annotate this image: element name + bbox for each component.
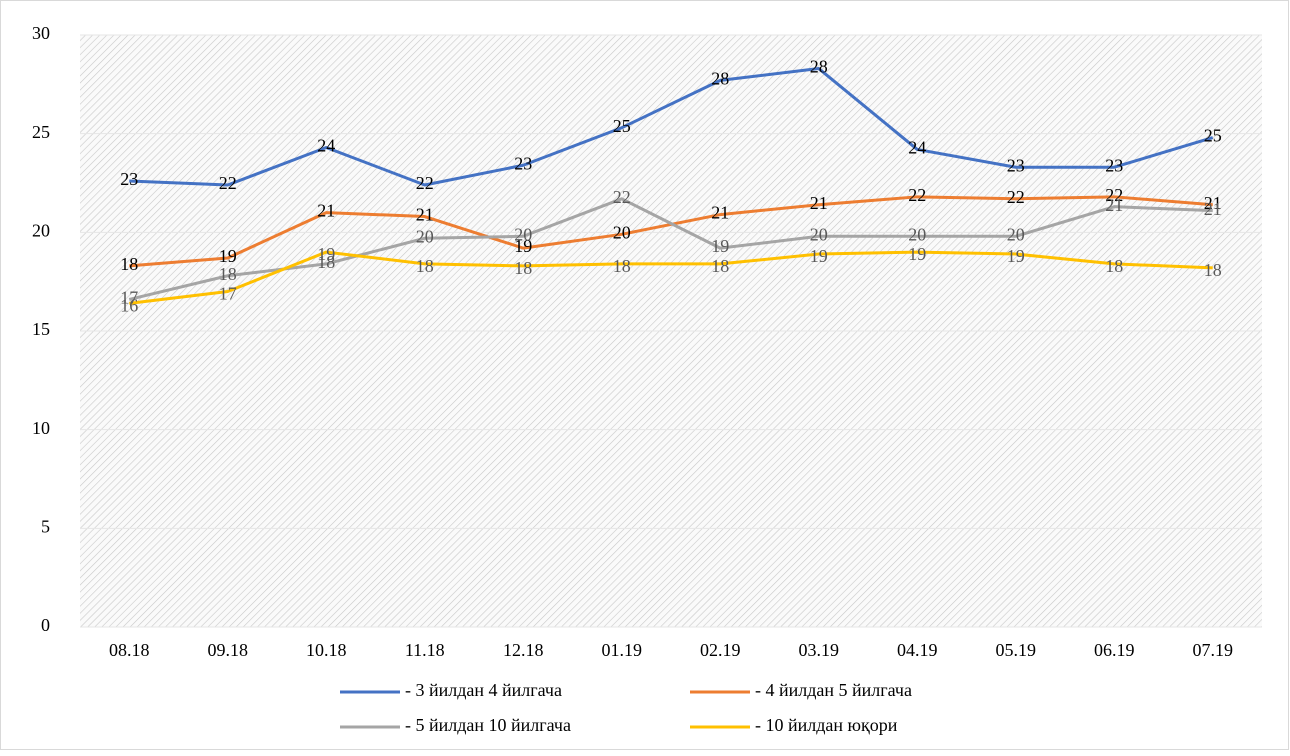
data-label: 19 (908, 244, 926, 264)
data-label: 21 (1204, 199, 1222, 219)
x-tick-label: 03.19 (799, 640, 840, 660)
y-tick-label: 25 (32, 122, 50, 142)
x-tick-label: 06.19 (1094, 640, 1135, 660)
data-label: 20 (810, 224, 828, 244)
data-label: 21 (1204, 193, 1222, 213)
data-label: 18 (711, 256, 729, 276)
data-label: 28 (711, 69, 729, 89)
data-label: 20 (908, 224, 926, 244)
data-label: 19 (514, 236, 532, 256)
data-label: 21 (1105, 195, 1123, 215)
data-label: 19 (219, 246, 237, 266)
y-tick-label: 20 (32, 220, 50, 240)
data-label: 18 (1105, 256, 1123, 276)
data-label: 25 (613, 116, 631, 136)
x-tick-label: 11.18 (405, 640, 445, 660)
y-tick-label: 5 (41, 516, 50, 536)
data-label: 22 (1007, 187, 1025, 207)
data-label: 16 (120, 295, 138, 315)
y-tick-label: 30 (32, 23, 50, 43)
data-label: 23 (514, 153, 532, 173)
data-label: 21 (317, 201, 335, 221)
data-label: 18 (120, 254, 138, 274)
data-label: 20 (416, 226, 434, 246)
data-label: 18 (613, 256, 631, 276)
data-label: 18 (219, 264, 237, 284)
data-label: 21 (711, 203, 729, 223)
x-tick-label: 01.19 (602, 640, 643, 660)
data-label: 23 (120, 169, 138, 189)
data-label: 17 (120, 288, 138, 308)
data-label: 23 (1007, 155, 1025, 175)
series-line (129, 67, 1214, 187)
legend-label: - 4 йилдан 5 йилгача (755, 680, 912, 700)
data-label: 22 (219, 173, 237, 193)
legend-label: - 10 йилдан юқори (755, 715, 898, 735)
data-label: 18 (514, 258, 532, 278)
x-tick-label: 05.19 (996, 640, 1037, 660)
x-tick-label: 02.19 (700, 640, 741, 660)
data-label: 24 (317, 136, 335, 156)
x-tick-label: 12.18 (503, 640, 544, 660)
x-tick-label: 08.18 (109, 640, 150, 660)
series-line (129, 250, 1213, 305)
legend-label: - 3 йилдан 4 йилгача (405, 680, 562, 700)
data-label: 21 (810, 193, 828, 213)
data-label: 24 (908, 138, 926, 158)
data-label: 18 (1204, 260, 1222, 280)
x-tick-label: 04.19 (897, 640, 938, 660)
data-label: 21 (416, 205, 434, 225)
y-tick-label: 0 (41, 615, 50, 635)
data-label: 19 (711, 236, 729, 256)
data-label: 18 (317, 252, 335, 272)
data-label: 18 (416, 256, 434, 276)
series-line (128, 197, 1213, 301)
x-tick-label: 10.18 (306, 640, 347, 660)
y-tick-label: 15 (32, 319, 50, 339)
data-label: 22 (613, 187, 631, 207)
data-label: 23 (1105, 155, 1123, 175)
x-tick-label: 09.18 (208, 640, 249, 660)
y-tick-label: 10 (32, 418, 50, 438)
data-label: 19 (1007, 246, 1025, 266)
legend-label: - 5 йилдан 10 йилгача (405, 715, 571, 735)
data-label: 22 (416, 173, 434, 193)
data-label: 17 (219, 284, 237, 304)
data-label: 20 (613, 222, 631, 242)
data-label: 28 (810, 57, 828, 77)
data-label: 20 (514, 224, 532, 244)
data-label: 19 (317, 244, 335, 264)
data-label: 25 (1204, 126, 1222, 146)
x-tick-label: 07.19 (1193, 640, 1234, 660)
data-label: 22 (908, 185, 926, 205)
data-label: 19 (810, 246, 828, 266)
data-label: 20 (1007, 224, 1025, 244)
data-label: 22 (1105, 185, 1123, 205)
